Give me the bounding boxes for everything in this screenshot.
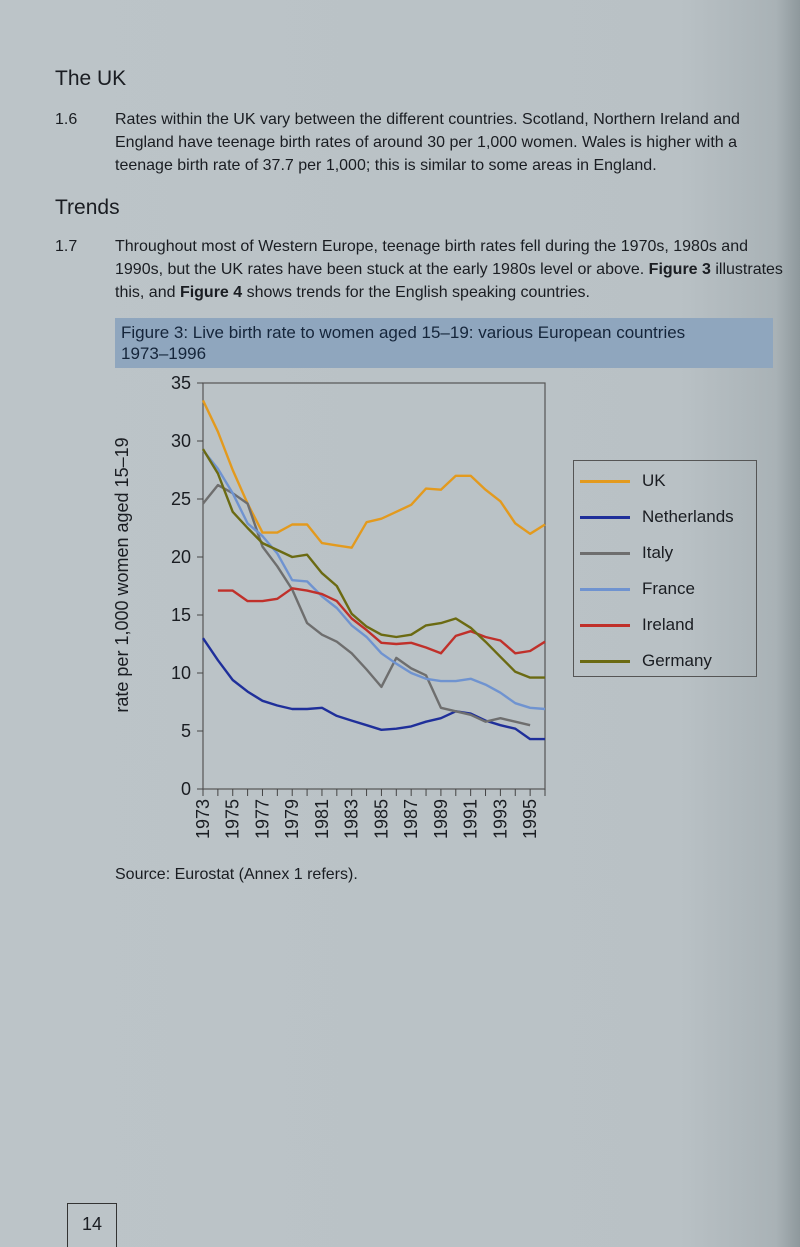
figure-source: Source: Eurostat (Annex 1 refers).: [115, 866, 358, 883]
figure-title-line2: 1973–1996: [121, 344, 207, 363]
y-tick-label: 0: [181, 779, 191, 799]
legend-swatch: [580, 623, 630, 627]
x-tick-label: 1985: [371, 799, 391, 839]
legend-swatch: [580, 515, 630, 519]
x-tick-label: 1983: [342, 799, 362, 839]
legend-item-ireland: Ireland: [574, 613, 694, 637]
x-tick-label: 1993: [490, 799, 510, 839]
legend-swatch: [580, 659, 630, 663]
x-tick-label: 1987: [401, 799, 421, 839]
legend-item-uk: UK: [574, 469, 666, 493]
text: shows trends for the English speaking co…: [242, 284, 590, 301]
y-axis-label: rate per 1,000 women aged 15–19: [112, 437, 132, 712]
section-heading-trends: Trends: [55, 196, 120, 219]
paragraph-number: 1.7: [55, 238, 78, 255]
legend-label: Ireland: [642, 615, 694, 634]
legend-label: France: [642, 579, 695, 598]
x-tick-label: 1989: [431, 799, 451, 839]
series-line-germany: [201, 448, 545, 679]
legend-swatch: [580, 479, 630, 483]
legend-label: Italy: [642, 543, 674, 562]
series-line-ireland: [217, 587, 546, 655]
y-tick-label: 5: [181, 721, 191, 741]
x-tick-label: 1981: [312, 799, 332, 839]
page-number: 14: [67, 1203, 117, 1247]
x-tick-label: 1977: [252, 799, 272, 839]
chart-legend: UK Netherlands Italy France Ireland Germany: [573, 460, 757, 677]
paragraph-1-6: 1.6 Rates within the UK vary between the…: [55, 108, 790, 177]
series-line-france: [202, 449, 546, 711]
x-tick-label: 1995: [520, 799, 540, 839]
legend-label: Netherlands: [642, 507, 734, 526]
x-tick-label: 1975: [223, 799, 243, 839]
legend-item-italy: Italy: [574, 541, 673, 565]
text: Throughout most of Western Europe, teena…: [115, 238, 748, 278]
plot-frame: [202, 382, 546, 790]
legend-swatch: [580, 551, 630, 555]
paragraph-text: Rates within the UK vary between the dif…: [115, 111, 740, 174]
figure-title-band: Figure 3: Live birth rate to women aged …: [115, 318, 773, 368]
section-heading-uk: The UK: [55, 67, 127, 90]
paragraph-1-7: 1.7 Throughout most of Western Europe, t…: [55, 235, 790, 304]
body-text: The UK 1.6 Rates within the UK vary betw…: [55, 66, 790, 304]
y-tick-label: 10: [171, 663, 191, 683]
x-tick-label: 1979: [282, 799, 302, 839]
y-tick-label: 35: [171, 373, 191, 393]
y-tick-label: 20: [171, 547, 191, 567]
x-tick-label: 1973: [193, 799, 213, 839]
text: illustrates this, and: [115, 261, 783, 301]
legend-swatch: [580, 587, 630, 591]
y-tick-label: 25: [171, 489, 191, 509]
y-tick-label: 15: [171, 605, 191, 625]
paragraph-text: Throughout most of Western Europe, teena…: [115, 235, 790, 304]
figure-title-line1: Figure 3: Live birth rate to women aged …: [121, 323, 686, 342]
x-tick-label: 1991: [461, 799, 481, 839]
legend-label: UK: [642, 471, 666, 490]
y-tick-label: 30: [171, 431, 191, 451]
figure-4-reference: Figure 4: [179, 284, 243, 301]
legend-item-germany: Germany: [574, 649, 712, 673]
paragraph-number: 1.6: [55, 111, 78, 128]
legend-item-netherlands: Netherlands: [574, 505, 734, 529]
legend-label: Germany: [642, 651, 712, 670]
series-line-uk: [201, 399, 546, 549]
legend-item-france: France: [574, 577, 695, 601]
figure-3-reference: Figure 3: [648, 261, 711, 278]
